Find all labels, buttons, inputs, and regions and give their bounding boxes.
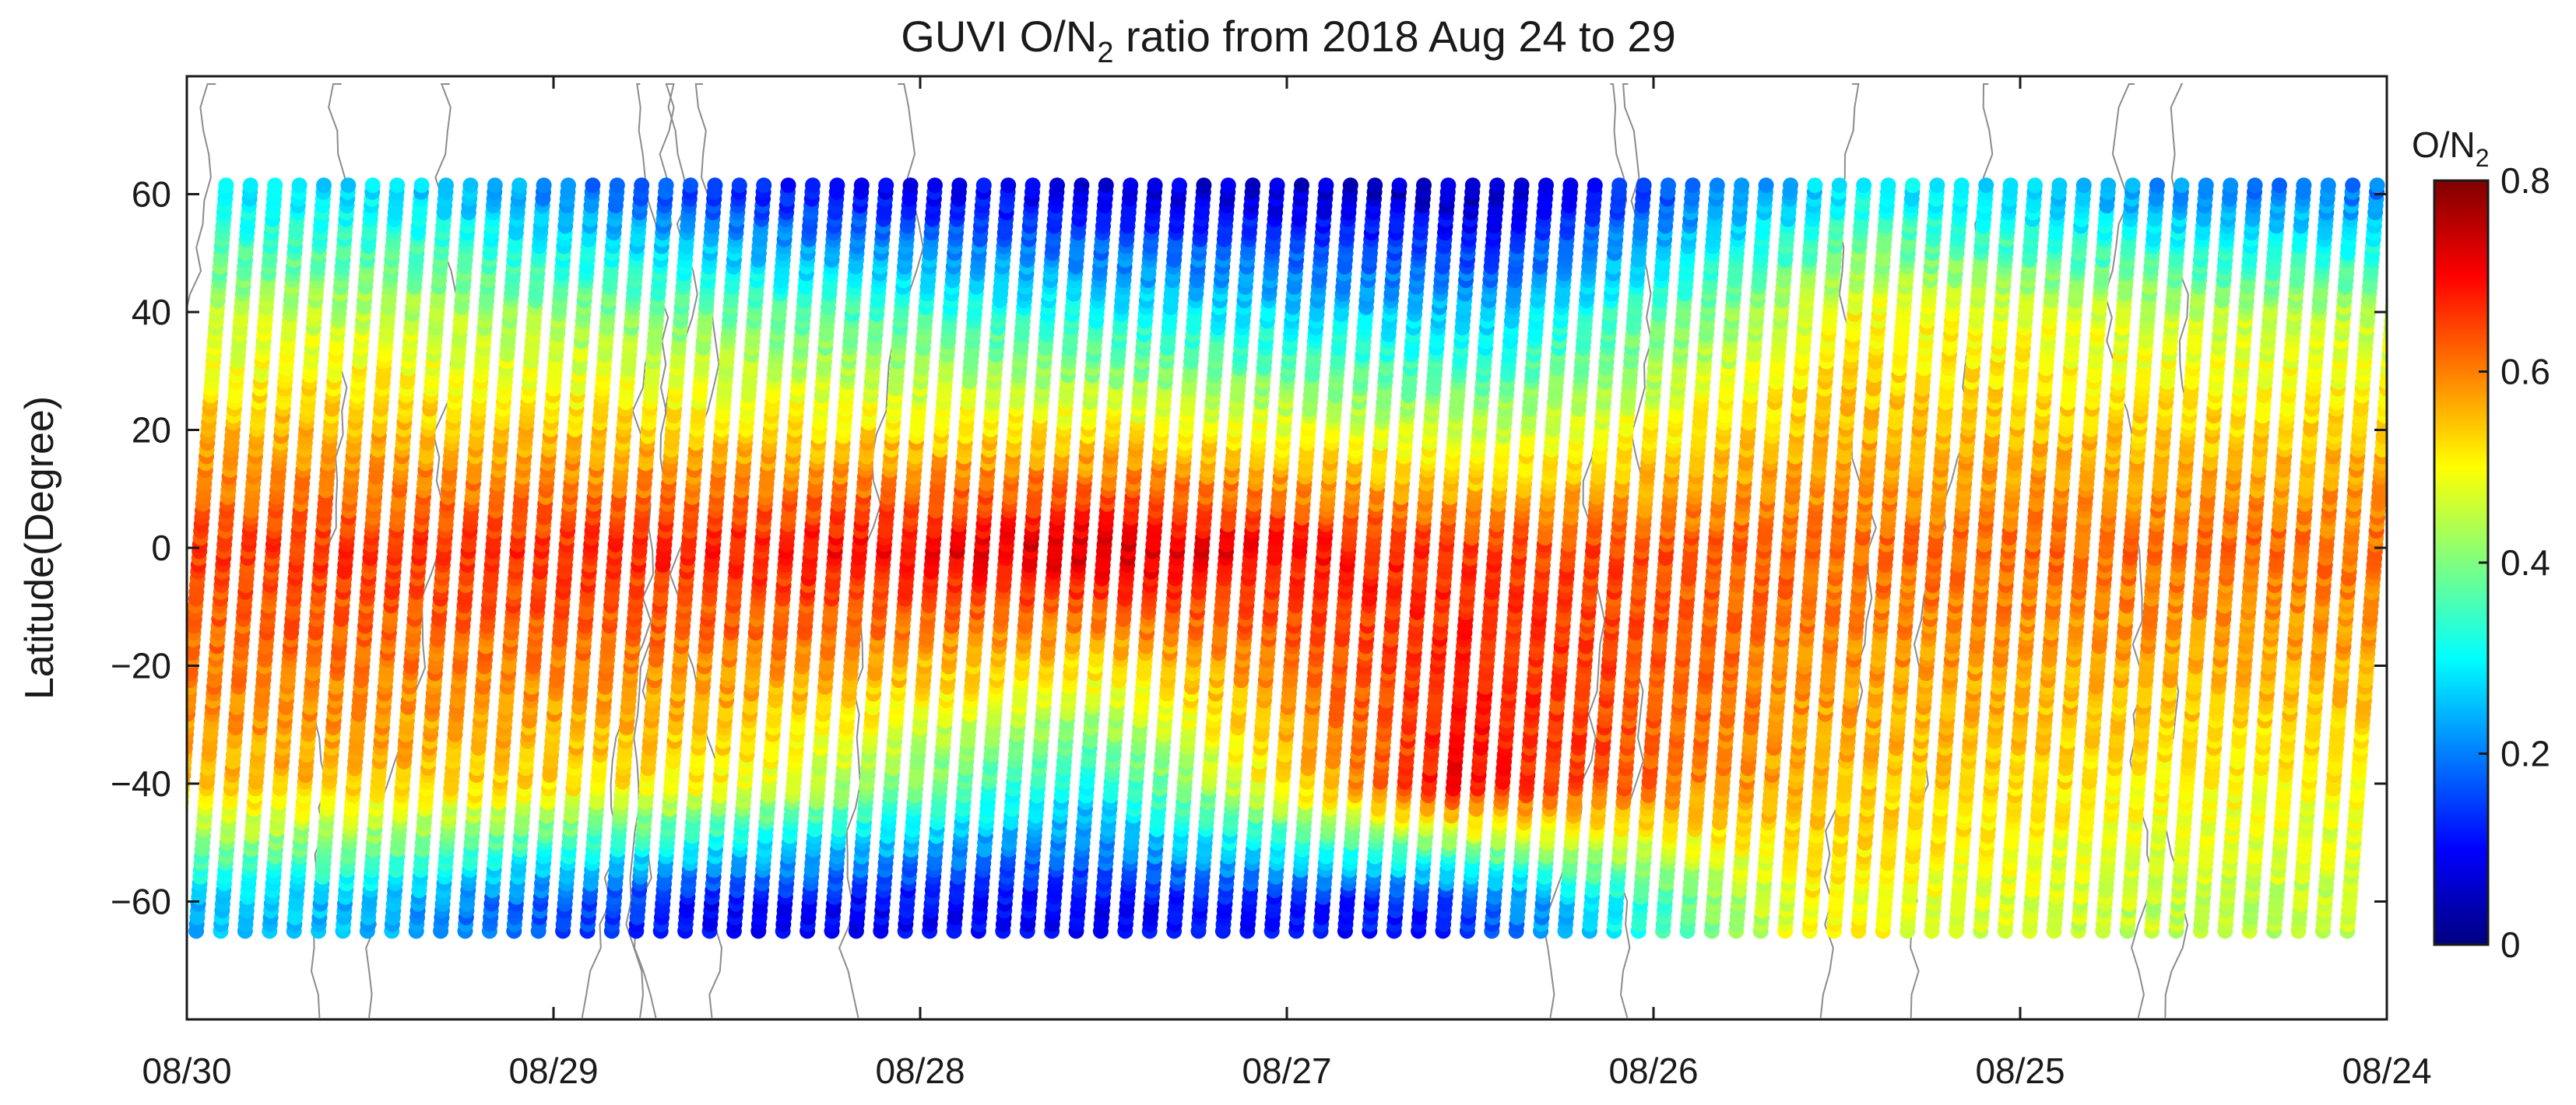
data-point [340, 177, 357, 194]
orbit-track [311, 177, 381, 939]
data-point [658, 177, 674, 194]
chart-title-rest: ratio from 2018 Aug 24 to 29 [1113, 12, 1675, 61]
data-point [1123, 177, 1139, 194]
data-point [511, 177, 528, 194]
data-point [1024, 177, 1041, 194]
orbit-track [188, 177, 258, 939]
data-point [878, 177, 894, 194]
data-point [975, 177, 992, 194]
orbit-track [213, 177, 283, 939]
data-point [951, 177, 968, 194]
data-point [585, 177, 601, 194]
data-point [1172, 177, 1187, 194]
data-point [187, 819, 188, 826]
orbit-tracks [164, 177, 2387, 939]
data-point [634, 177, 650, 194]
data-point [805, 177, 821, 194]
data-point [731, 177, 747, 194]
data-point [218, 177, 234, 194]
data-point [902, 177, 919, 194]
data-point [291, 177, 308, 194]
data-point [1074, 177, 1090, 194]
data-point [536, 177, 552, 194]
data-point [1220, 177, 1236, 194]
orbit-track [335, 177, 406, 939]
data-point [561, 177, 576, 194]
data-point [487, 177, 503, 194]
data-point [242, 177, 258, 194]
data-point [1147, 177, 1163, 194]
data-point [1196, 177, 1212, 194]
data-point [829, 177, 845, 194]
data-point [462, 177, 479, 194]
data-point [170, 849, 185, 865]
orbit-track [237, 177, 308, 939]
data-point [780, 177, 796, 194]
data-point [187, 827, 188, 831]
data-point [364, 177, 381, 194]
chart-title-subscript: 2 [1097, 37, 1113, 69]
data-point [853, 177, 870, 194]
data-point [164, 923, 180, 938]
data-point [170, 842, 185, 858]
data-point [413, 177, 430, 194]
data-point [170, 835, 186, 851]
data-point [171, 828, 187, 844]
data-point [1269, 177, 1285, 194]
orbit-track [164, 177, 234, 938]
data-point [756, 177, 772, 194]
data-point [389, 177, 406, 194]
data-point [316, 177, 332, 194]
data-point [1000, 177, 1017, 194]
plot-area [187, 76, 2387, 1019]
data-point [168, 862, 184, 878]
orbit-track [286, 177, 357, 939]
data-point [1049, 177, 1065, 194]
data-point [438, 177, 454, 194]
data-point [609, 177, 625, 194]
data-point [1245, 177, 1261, 194]
data-point [169, 855, 185, 871]
data-point [267, 177, 283, 194]
data-point [1098, 177, 1114, 194]
data-point [683, 177, 698, 194]
data-point [927, 177, 943, 194]
chart-title: GUVI O/N2 ratio from 2018 Aug 24 to 29 [901, 12, 1675, 69]
data-point [707, 177, 723, 194]
coastline-path [187, 83, 216, 311]
orbit-track [262, 177, 332, 939]
